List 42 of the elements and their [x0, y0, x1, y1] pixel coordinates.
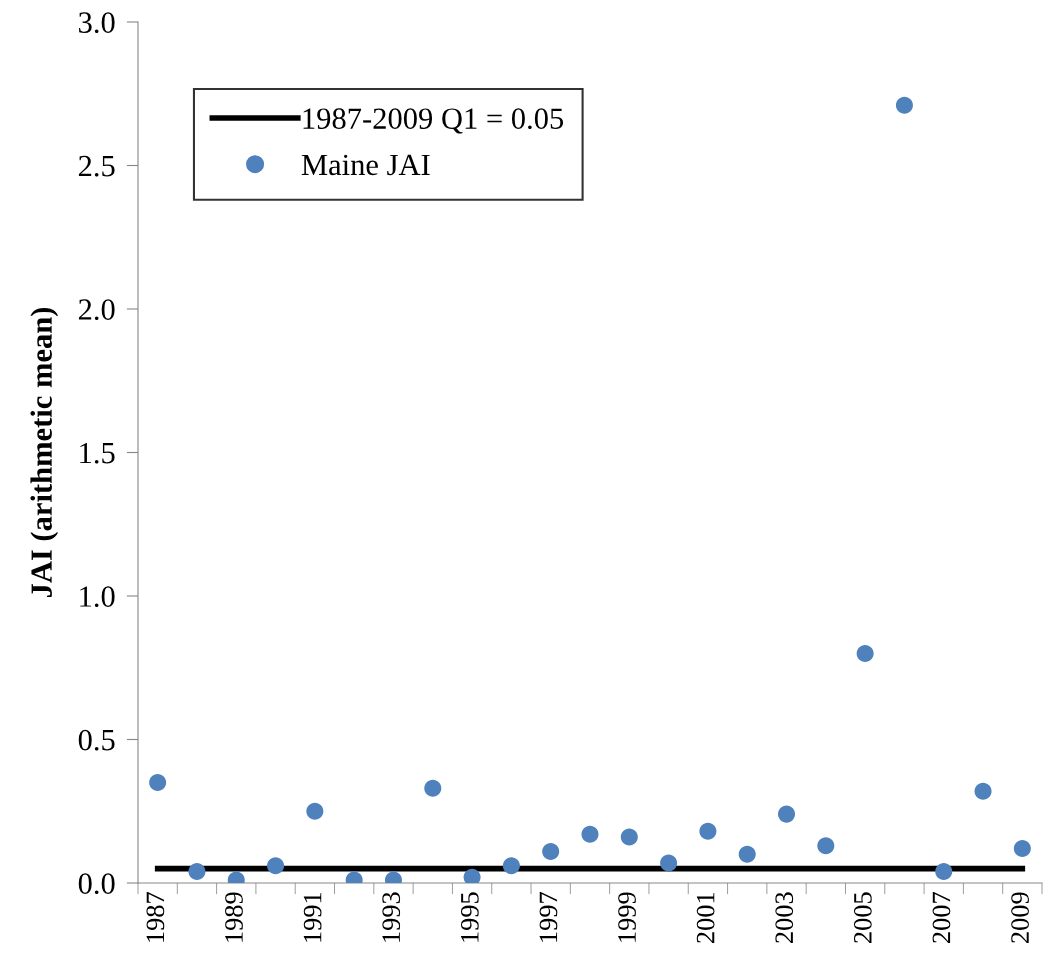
y-tick-label: 0.5 [78, 729, 115, 751]
point [463, 868, 481, 883]
point [424, 779, 442, 797]
legend-label: Maine JAI [301, 154, 430, 176]
point [856, 644, 874, 662]
point [660, 854, 678, 872]
point [1013, 840, 1031, 858]
point [581, 825, 599, 843]
y-tick-label: 2.5 [78, 155, 115, 177]
x-tick-label: 1999 [618, 892, 636, 942]
x-tick-label: 2007 [932, 892, 951, 943]
x-tick-label: 1993 [382, 892, 401, 942]
point [699, 822, 717, 840]
x-tick-label: 1989 [225, 892, 243, 942]
point [188, 863, 206, 881]
x-tick-label: 1997 [539, 892, 558, 942]
x-tick-label: 2005 [853, 892, 872, 943]
point [542, 842, 560, 860]
y-tick-label: 1.0 [80, 586, 115, 608]
point [974, 782, 992, 800]
point [267, 857, 285, 875]
point [817, 837, 835, 855]
point [895, 96, 913, 114]
y-tick-label: 1.5 [80, 442, 115, 464]
x-tick-label: 1995 [460, 892, 479, 942]
y-axis-title: JAI (arithmetic mean) [30, 307, 59, 598]
x-tick-label: 2003 [775, 892, 794, 943]
y-tick-label: 2.0 [78, 299, 115, 321]
y-tick-label: 0.0 [78, 873, 115, 895]
y-tick-label: 3.0 [79, 12, 115, 34]
point [620, 828, 638, 846]
x-tick-label: 2001 [696, 892, 715, 943]
point [935, 863, 953, 881]
point [306, 802, 324, 820]
point [738, 845, 756, 863]
point [778, 805, 796, 823]
legend-label: 1987-2009 Q1 = 0.05 [303, 108, 564, 134]
x-tick-label: 1991 [303, 892, 322, 942]
point [149, 774, 167, 792]
x-tick-label: 2009 [1011, 892, 1029, 943]
x-tick-label: 1987 [146, 892, 165, 942]
point [502, 857, 520, 875]
